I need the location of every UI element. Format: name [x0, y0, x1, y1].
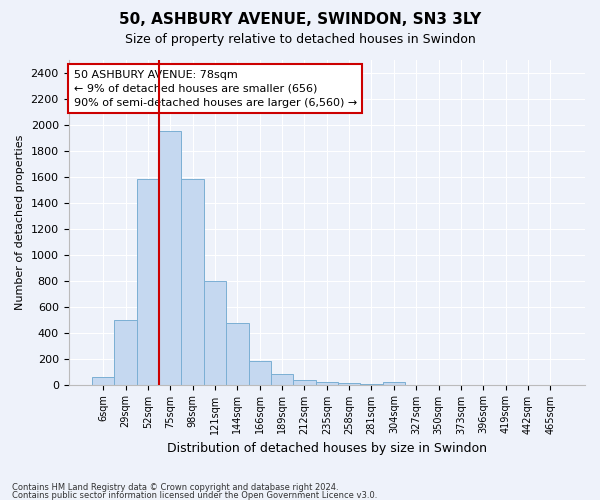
- Bar: [181, 180, 204, 384]
- Bar: [271, 374, 293, 384]
- Bar: [338, 383, 361, 384]
- Bar: [248, 360, 271, 384]
- Bar: [293, 380, 316, 384]
- Bar: [92, 378, 115, 384]
- Bar: [226, 323, 248, 384]
- Text: Contains public sector information licensed under the Open Government Licence v3: Contains public sector information licen…: [12, 490, 377, 500]
- Text: Contains HM Land Registry data © Crown copyright and database right 2024.: Contains HM Land Registry data © Crown c…: [12, 484, 338, 492]
- Bar: [115, 320, 137, 384]
- Bar: [204, 280, 226, 384]
- Bar: [137, 180, 159, 384]
- Text: 50 ASHBURY AVENUE: 78sqm
← 9% of detached houses are smaller (656)
90% of semi-d: 50 ASHBURY AVENUE: 78sqm ← 9% of detache…: [74, 70, 357, 108]
- Text: 50, ASHBURY AVENUE, SWINDON, SN3 3LY: 50, ASHBURY AVENUE, SWINDON, SN3 3LY: [119, 12, 481, 28]
- Bar: [316, 382, 338, 384]
- X-axis label: Distribution of detached houses by size in Swindon: Distribution of detached houses by size …: [167, 442, 487, 455]
- Bar: [383, 382, 405, 384]
- Text: Size of property relative to detached houses in Swindon: Size of property relative to detached ho…: [125, 32, 475, 46]
- Y-axis label: Number of detached properties: Number of detached properties: [15, 134, 25, 310]
- Bar: [159, 132, 181, 384]
